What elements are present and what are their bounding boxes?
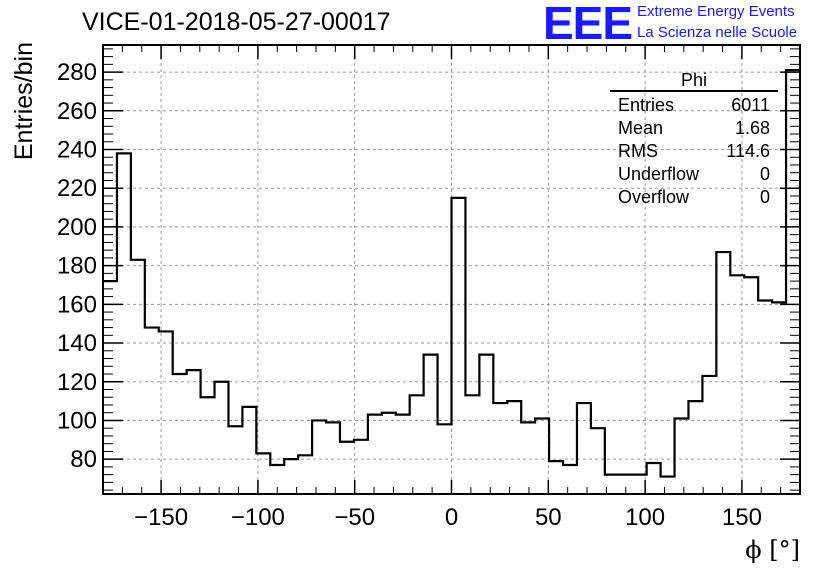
x-tick-label: −150 bbox=[134, 504, 188, 531]
stats-row-mean: Mean 1.68 bbox=[610, 117, 778, 140]
y-axis-ticks: 80 100 120 140 160 180 200 220 240 260 280 bbox=[57, 48, 800, 491]
stats-label: RMS bbox=[618, 141, 658, 161]
histogram-step-line bbox=[103, 69, 800, 478]
x-axis-ticks: −150 −100 −50 0 50 100 150 bbox=[102, 45, 801, 531]
histogram-bins bbox=[103, 69, 800, 478]
eee-logo: EEE bbox=[543, 0, 633, 49]
y-tick-label: 160 bbox=[57, 291, 97, 318]
logo-line-1: Extreme Energy Events bbox=[637, 3, 795, 20]
stats-row-overflow: Overflow 0 bbox=[610, 186, 778, 209]
x-tick-label: 50 bbox=[535, 504, 562, 531]
y-tick-label: 80 bbox=[70, 446, 97, 473]
stats-box: Phi Entries 6011 Mean 1.68 RMS 114.6 Underf… bbox=[610, 70, 778, 209]
y-tick-label: 240 bbox=[57, 137, 97, 164]
stats-value: 1.68 bbox=[734, 118, 770, 138]
stats-label: Underflow bbox=[618, 164, 700, 184]
y-tick-label: 220 bbox=[57, 175, 97, 202]
x-tick-label: −50 bbox=[334, 504, 375, 531]
stats-title: Phi bbox=[680, 70, 707, 90]
y-tick-label: 120 bbox=[57, 369, 97, 396]
y-axis-label: Entries/bin bbox=[10, 42, 38, 160]
x-tick-label: −100 bbox=[231, 504, 285, 531]
chart-title: VICE-01-2018-05-27-00017 bbox=[82, 8, 391, 36]
stats-row-rms: RMS 114.6 bbox=[610, 140, 778, 163]
stats-label: Entries bbox=[618, 95, 675, 115]
y-tick-label: 260 bbox=[57, 98, 97, 125]
y-tick-label: 140 bbox=[57, 330, 97, 357]
stats-label: Mean bbox=[618, 118, 664, 138]
x-tick-label: 0 bbox=[445, 504, 458, 531]
logo-line-2: La Scienza nelle Scuole bbox=[637, 24, 798, 41]
y-tick-label: 100 bbox=[57, 407, 97, 434]
stats-label: Overflow bbox=[618, 187, 690, 207]
x-tick-label: 150 bbox=[722, 504, 762, 531]
stats-row-entries: Entries 6011 bbox=[610, 94, 778, 117]
stats-divider bbox=[610, 90, 778, 92]
y-tick-label: 180 bbox=[57, 253, 97, 280]
stats-row-underflow: Underflow 0 bbox=[610, 163, 778, 186]
y-tick-label: 200 bbox=[57, 214, 97, 241]
y-tick-label: 280 bbox=[57, 59, 97, 86]
stats-value: 6011 bbox=[731, 95, 770, 115]
stats-value: 114.6 bbox=[726, 141, 770, 161]
x-axis-label: ϕ [°] bbox=[745, 536, 800, 564]
stats-value: 0 bbox=[759, 187, 770, 207]
x-tick-label: 100 bbox=[625, 504, 665, 531]
stats-value: 0 bbox=[759, 164, 770, 184]
